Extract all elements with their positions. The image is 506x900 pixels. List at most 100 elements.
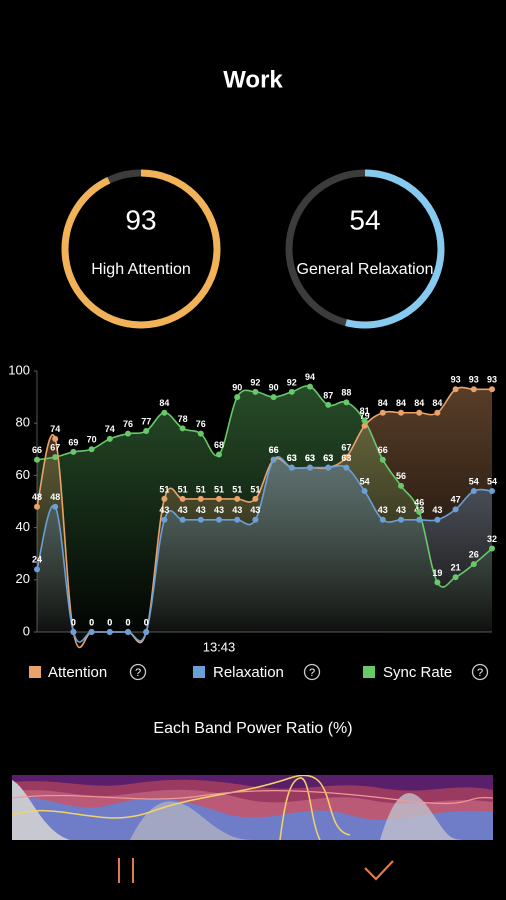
- legend-label: Relaxation: [213, 664, 284, 681]
- data-point: [470, 386, 477, 393]
- svg-text:?: ?: [309, 667, 315, 679]
- data-point: [325, 401, 332, 408]
- data-point: [34, 456, 40, 463]
- data-point: [489, 488, 495, 495]
- data-label: 66: [32, 445, 42, 455]
- data-label: 0: [125, 617, 130, 627]
- data-label: 48: [50, 492, 60, 502]
- help-icon[interactable]: ?: [471, 663, 489, 681]
- data-label: 63: [305, 453, 315, 463]
- data-label: 51: [159, 484, 169, 494]
- data-point: [161, 495, 168, 502]
- data-label: 46: [414, 497, 424, 507]
- data-label: 78: [178, 414, 188, 424]
- data-label: 66: [269, 445, 279, 455]
- data-label: 19: [432, 568, 442, 578]
- y-tick-label: 60: [16, 467, 30, 482]
- data-point: [125, 430, 131, 437]
- data-point: [361, 417, 368, 424]
- help-icon[interactable]: ?: [303, 663, 321, 681]
- data-point: [179, 425, 186, 432]
- data-label: 84: [396, 398, 406, 408]
- data-label: 56: [396, 471, 406, 481]
- y-tick-label: 40: [16, 519, 30, 534]
- data-point: [252, 516, 259, 523]
- data-label: 51: [178, 484, 188, 494]
- data-label: 54: [487, 476, 497, 486]
- data-label: 79: [360, 411, 370, 421]
- data-label: 0: [71, 617, 76, 627]
- data-label: 43: [159, 505, 169, 515]
- data-label: 43: [432, 505, 442, 515]
- confirm-button[interactable]: [364, 860, 394, 881]
- data-point: [216, 451, 222, 458]
- data-point: [234, 516, 241, 523]
- data-label: 47: [451, 495, 461, 505]
- data-point: [416, 516, 423, 523]
- data-point: [52, 435, 59, 442]
- data-point: [325, 464, 332, 471]
- data-label: 43: [378, 505, 388, 515]
- data-point: [234, 394, 241, 401]
- gauges: 93 High Attention 54 General Relaxation: [61, 169, 445, 329]
- data-point: [234, 495, 241, 502]
- data-point: [125, 629, 131, 635]
- data-point: [216, 495, 222, 502]
- data-point: [197, 430, 204, 437]
- data-label: 32: [487, 534, 497, 544]
- data-point: [470, 561, 477, 568]
- legend-swatch: [29, 666, 41, 678]
- bottom-bar: [0, 840, 506, 900]
- data-label: 43: [214, 505, 224, 515]
- data-label: 43: [232, 505, 242, 515]
- gauge-value: 54: [349, 204, 380, 235]
- data-label: 0: [89, 617, 94, 627]
- data-label: 0: [144, 617, 149, 627]
- data-label: 63: [323, 453, 333, 463]
- data-point: [361, 422, 368, 429]
- data-label: 63: [323, 453, 333, 463]
- data-point: [106, 435, 113, 442]
- band-chart-title: Each Band Power Ratio (%): [153, 720, 352, 737]
- data-label: 48: [32, 492, 42, 502]
- data-point: [489, 386, 495, 393]
- data-label: 0: [107, 617, 112, 627]
- svg-text:?: ?: [477, 667, 483, 679]
- data-point: [379, 516, 386, 523]
- data-label: 69: [68, 437, 78, 447]
- data-label: 81: [360, 406, 370, 416]
- data-point: [470, 488, 477, 495]
- data-label: 0: [125, 617, 130, 627]
- gauge-label: General Relaxation: [297, 261, 434, 278]
- data-point: [270, 394, 277, 401]
- data-label: 67: [50, 443, 60, 453]
- data-label: 74: [105, 424, 115, 434]
- data-label: 93: [487, 375, 497, 385]
- pause-button[interactable]: [118, 858, 134, 883]
- data-label: 93: [451, 375, 461, 385]
- gauge-value: 93: [125, 204, 156, 235]
- data-point: [70, 629, 77, 635]
- page-title: Work: [223, 66, 283, 93]
- data-point: [434, 409, 441, 416]
- data-point: [88, 629, 95, 635]
- y-tick-label: 100: [8, 362, 30, 377]
- data-point: [416, 409, 423, 416]
- data-label: 24: [32, 555, 42, 565]
- data-point: [398, 409, 404, 416]
- data-label: 63: [287, 453, 297, 463]
- help-icon[interactable]: ?: [129, 663, 147, 681]
- y-tick-label: 20: [16, 571, 30, 586]
- data-point: [434, 516, 441, 523]
- data-point: [143, 428, 150, 435]
- data-point: [179, 495, 186, 502]
- line-chart: 0 20 40 60 80 100 13:43 48 74 0 0 0 0 0 51 51 51 51 51 51 66…: [8, 362, 497, 654]
- data-label: 51: [196, 484, 206, 494]
- data-point: [452, 506, 459, 513]
- data-label: 87: [323, 390, 333, 400]
- data-label: 94: [305, 372, 315, 382]
- data-label: 51: [250, 484, 260, 494]
- data-point: [52, 503, 59, 510]
- data-label: 84: [159, 398, 169, 408]
